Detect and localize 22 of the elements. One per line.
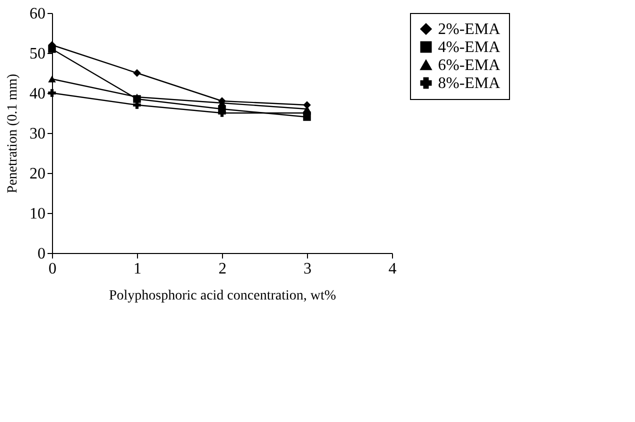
x-axis-title: Polyphosphoric acid concentration, wt% — [108, 288, 336, 304]
x-tick-label: 4 — [388, 260, 396, 278]
y-tick-label: 10 — [30, 206, 46, 222]
x-tick-label: 1 — [134, 260, 142, 278]
x-tick-label: 3 — [304, 260, 312, 278]
y-tick-label: 40 — [30, 86, 46, 102]
y-tick-label: 50 — [30, 46, 46, 62]
legend-label: 2%-EMA — [438, 21, 501, 38]
x-tick-label: 2 — [218, 260, 226, 278]
x-tick-label: 0 — [48, 260, 56, 278]
point — [133, 69, 141, 77]
point — [48, 76, 56, 82]
legend-label: 6%-EMA — [438, 57, 501, 74]
y-tick-label: 0 — [38, 246, 46, 262]
legend-label: 4%-EMA — [438, 39, 501, 56]
y-tick-label: 30 — [30, 126, 46, 142]
point — [48, 45, 56, 53]
legend-label: 8%-EMA — [438, 75, 501, 92]
y-axis-title: Penetration (0.1 mm) — [6, 73, 20, 194]
y-tick-label: 60 — [30, 6, 46, 22]
y-tick-label: 20 — [30, 166, 46, 182]
point — [133, 94, 141, 100]
